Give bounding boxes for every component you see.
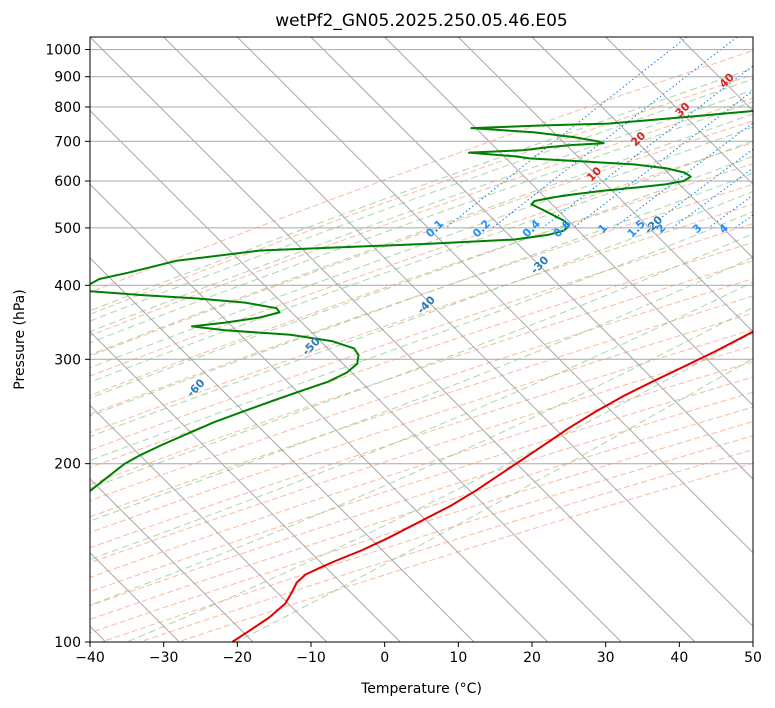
isotherm-line xyxy=(90,404,328,642)
dewpoint-profile-line xyxy=(90,109,753,493)
x-tick-label: 10 xyxy=(449,650,467,666)
y-tick-label: 600 xyxy=(54,174,81,190)
moist-adiabat-line xyxy=(90,67,753,312)
axis-ticks: −40 −30 −20 −10 0 10 20 30 40 50 100 200 300 400 500 60… xyxy=(45,43,762,666)
isotherm-line xyxy=(90,183,549,642)
x-tick-label: −10 xyxy=(296,650,326,666)
x-tick-label: 0 xyxy=(380,650,389,666)
isotherm-line xyxy=(90,478,254,642)
dry-adiabat-line xyxy=(90,376,753,593)
dry-adiabat-line xyxy=(90,183,753,415)
dry-adiabat-line xyxy=(90,260,753,485)
y-axis-label: Pressure (hPa) xyxy=(12,289,28,389)
moist-adiabat-line xyxy=(90,140,753,383)
isotherm-line xyxy=(310,37,753,480)
x-tick-label: −20 xyxy=(223,650,253,666)
x-tick-label: 20 xyxy=(523,650,541,666)
isotherm-line xyxy=(90,37,696,642)
moist-adiabat-line xyxy=(90,89,753,333)
plot-frame xyxy=(89,36,754,643)
dry-adiabat-line xyxy=(90,329,753,549)
y-tick-label: 1000 xyxy=(45,43,81,59)
moist-adiabat-line xyxy=(90,172,753,417)
mixing-ratio-lines xyxy=(445,37,753,229)
isotherm-line xyxy=(384,37,753,407)
isotherm-line xyxy=(90,330,401,642)
mixing-ratio-line xyxy=(572,90,753,229)
x-tick-label: 40 xyxy=(670,650,688,666)
isobars xyxy=(90,49,753,642)
dry-adiabat-line xyxy=(90,142,753,377)
y-tick-label: 500 xyxy=(54,221,81,237)
isotherm-line xyxy=(531,37,753,259)
dry-adiabat-line xyxy=(90,74,753,315)
dry-adiabat-line xyxy=(90,203,753,433)
isotherm-line xyxy=(90,257,475,642)
y-tick-label: 800 xyxy=(54,100,81,116)
isotherm-line xyxy=(457,37,753,333)
isotherms xyxy=(90,37,753,642)
dry-adiabat-line xyxy=(90,97,753,337)
dry-adiabat-line xyxy=(90,163,753,396)
x-tick-label: 50 xyxy=(744,650,762,666)
x-tick-label: −40 xyxy=(75,650,105,666)
moist-adiabat-line xyxy=(90,211,753,461)
moist-adiabat-line xyxy=(90,126,753,369)
mixing-ratio-line xyxy=(492,37,738,229)
y-tick-label: 400 xyxy=(54,278,81,294)
moist-adiabat-line xyxy=(90,281,753,561)
temperature-profile-line xyxy=(231,330,753,642)
isotherm-line xyxy=(163,37,753,628)
mixing-ratio-line xyxy=(672,167,753,229)
moist-adiabat-line xyxy=(90,113,753,356)
x-axis-label: Temperature (°C) xyxy=(360,681,482,697)
moist-adiabat-line xyxy=(90,190,753,438)
isotherm-line xyxy=(236,37,753,554)
sounding-series xyxy=(90,109,753,642)
dry-adiabat-line xyxy=(90,345,753,564)
y-tick-label: 200 xyxy=(54,457,81,473)
dry-adiabat-line xyxy=(90,295,753,518)
y-tick-label: 100 xyxy=(54,635,81,651)
moist-adiabat-line xyxy=(90,233,753,489)
dry-adiabat-line xyxy=(90,278,753,502)
y-tick-label: 300 xyxy=(54,352,81,368)
y-tick-label: 900 xyxy=(54,70,81,86)
x-tick-label: 30 xyxy=(597,650,615,666)
isotherm-line xyxy=(605,37,753,186)
x-tick-label: −30 xyxy=(149,650,179,666)
moist-adiabat-line xyxy=(90,306,753,606)
mixing-ratio-line xyxy=(542,65,753,229)
chart-title: wetPf2_GN05.2025.250.05.46.E05 xyxy=(275,11,567,31)
y-tick-label: 700 xyxy=(54,134,81,150)
dry-adiabat-line xyxy=(90,50,753,293)
plot-area: -100-90-80-70-60-50-40-30-20-1000.10.20.… xyxy=(90,37,753,642)
dry-adiabat-line xyxy=(90,391,753,607)
